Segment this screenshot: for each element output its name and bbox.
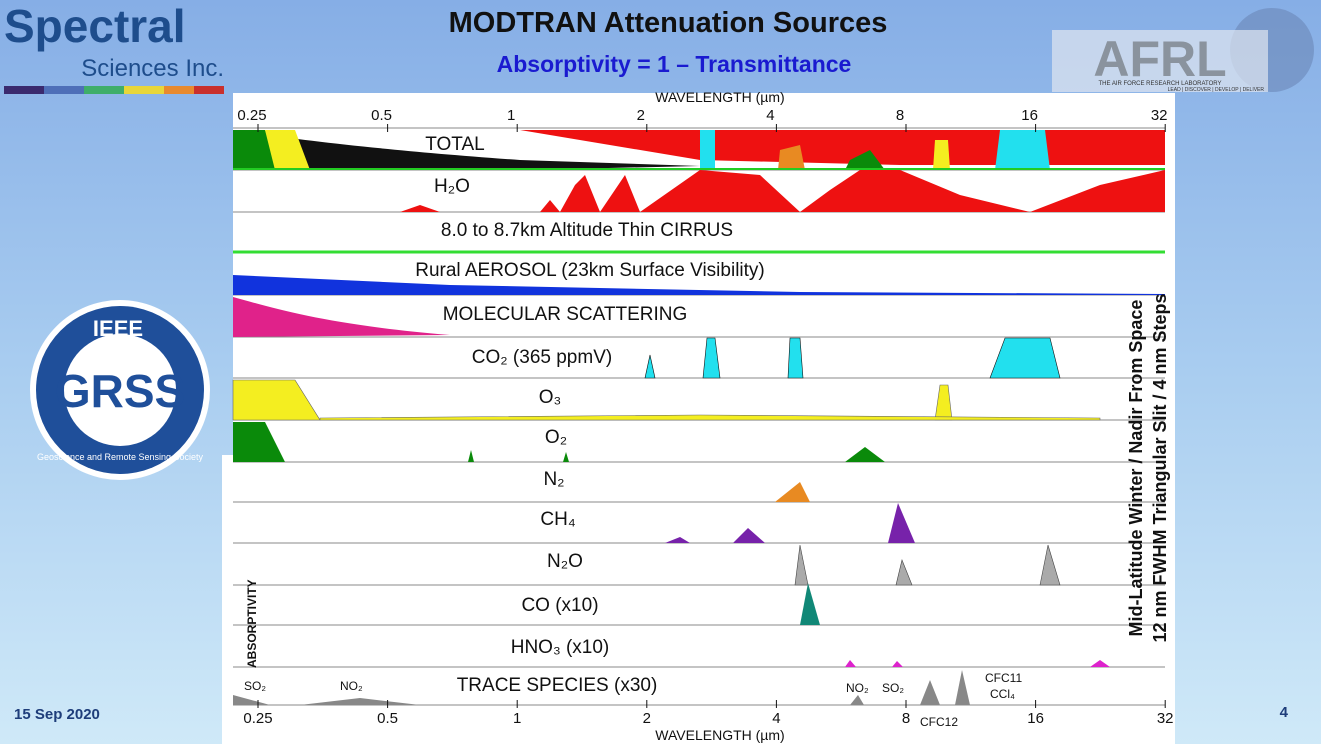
trace-annotation: CFC12 — [920, 715, 958, 729]
trace-spectrum — [233, 670, 970, 705]
x-tick-label: 32 — [1151, 107, 1168, 124]
trace-annotation: NO₂ — [846, 681, 869, 695]
panel-label: MOLECULAR SCATTERING — [443, 304, 688, 325]
title: MODTRAN Attenuation Sources — [449, 7, 888, 39]
logo-grss: GRSS IEEE Geoscience and Remote Sensing … — [30, 300, 210, 480]
trace-annotation: NO₂ — [340, 679, 363, 693]
x-tick-label: 16 — [1021, 107, 1038, 124]
total-spectrum — [233, 130, 1165, 170]
panel-label: H₂O — [434, 176, 470, 197]
x-tick-label: 32 — [1157, 710, 1174, 727]
panel-label: CH₄ — [540, 509, 575, 530]
x-tick-label: 4 — [772, 710, 780, 727]
x-tick-label: 4 — [766, 107, 774, 124]
panel-label: 8.0 to 8.7km Altitude Thin CIRRUS — [441, 220, 733, 241]
side-note-2: 12 nm FWHM Triangular Slit / 4 nm Steps — [1150, 293, 1170, 642]
trace-annotation: CCl₄ — [990, 687, 1015, 701]
x-tick-label: 0.25 — [243, 710, 272, 727]
x-tick-label: 8 — [902, 710, 910, 727]
n2o-spectrum — [794, 544, 1061, 586]
logo-afrl: AFRL THE AIR FORCE RESEARCH LABORATORY L… — [1052, 8, 1314, 93]
x-tick-label: 8 — [896, 107, 904, 124]
panel-label: CO (x10) — [521, 595, 598, 616]
hno3-spectrum — [845, 660, 1110, 667]
x-tick-label: 0.25 — [237, 107, 266, 124]
logo-afrl-sub: THE AIR FORCE RESEARCH LABORATORY — [1098, 81, 1221, 87]
logo-spectral-sub: Sciences Inc. — [81, 55, 224, 82]
x-tick-label: 2 — [643, 710, 651, 727]
panel-label: N₂ — [543, 469, 564, 490]
logo-afrl-name: AFRL — [1093, 31, 1226, 87]
footer-date: 15 Sep 2020 — [14, 706, 100, 723]
x-tick-label: 1 — [513, 710, 521, 727]
logo-grss-ieee: IEEE — [93, 316, 143, 341]
trace-annotation: SO₂ — [244, 679, 266, 693]
panel-label: O₃ — [539, 387, 562, 408]
trace-annotation: SO₂ — [882, 681, 904, 695]
panel-label: N₂O — [547, 551, 583, 572]
co-spectrum — [800, 583, 820, 625]
co2-spectrum — [644, 337, 1061, 379]
page-number: 4 — [1280, 704, 1289, 721]
x-label-top: WAVELENGTH (µm) — [655, 89, 784, 105]
logo-grss-society: Geoscience and Remote Sensing Society — [37, 452, 204, 462]
x-tick-label: 2 — [637, 107, 645, 124]
panel-label: HNO₃ (x10) — [511, 637, 610, 658]
x-tick-label: 0.5 — [377, 710, 398, 727]
o3-spectrum — [232, 379, 1101, 421]
x-tick-label: 16 — [1027, 710, 1044, 727]
aerosol-spectrum — [233, 275, 1165, 295]
ch4-spectrum — [665, 503, 915, 543]
o2-spectrum — [233, 422, 885, 462]
panel-label: TRACE SPECIES (x30) — [457, 675, 658, 696]
x-label-bottom: WAVELENGTH (µm) — [655, 727, 784, 743]
panel-label: Rural AEROSOL (23km Surface Visibility) — [415, 260, 765, 281]
logo-grss-name: GRSS — [55, 365, 185, 417]
y-label: ABSORPTIVITY — [245, 579, 259, 668]
panel-label: TOTAL — [425, 134, 484, 155]
logo-rainbow — [4, 86, 224, 94]
chart-area-ext — [222, 455, 236, 744]
logo-spectral: Spectral — [4, 0, 186, 52]
panel-label: CO₂ (365 ppmV) — [472, 347, 612, 368]
x-tick-label: 0.5 — [371, 107, 392, 124]
h2o-spectrum — [233, 170, 1165, 212]
side-note-1: Mid-Latitude Winter / Nadir From Space — [1126, 300, 1146, 637]
subtitle: Absorptivity = 1 – Transmittance — [497, 51, 852, 77]
trace-annotation: CFC11 — [985, 671, 1022, 685]
molecular-spectrum — [233, 297, 450, 337]
panel-label: O₂ — [545, 427, 567, 448]
x-tick-label: 1 — [507, 107, 515, 124]
n2-spectrum — [775, 482, 810, 502]
logo-afrl-motto: LEAD | DISCOVER | DEVELOP | DELIVER — [1168, 87, 1265, 93]
